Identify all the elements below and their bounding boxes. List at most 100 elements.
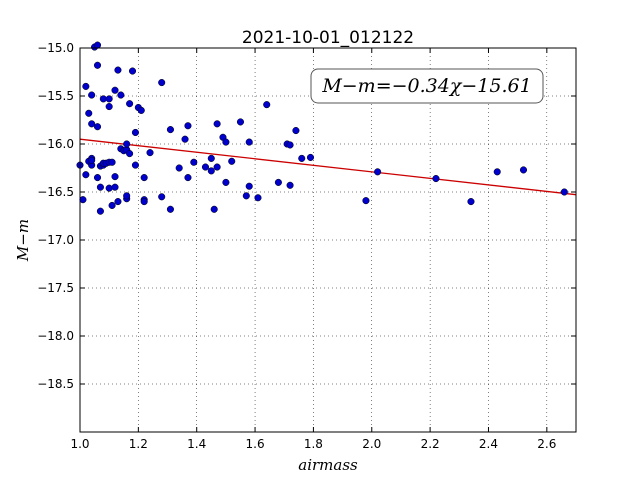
- data-point: [114, 198, 122, 206]
- data-point: [245, 182, 253, 190]
- y-tick-label: −17.0: [37, 233, 74, 247]
- data-point: [236, 118, 245, 126]
- data-point: [222, 178, 230, 186]
- y-tick-labels: −15.0 −15.5 −16.0 −16.5 −17.0 −17.5 −18.0 −18.5: [37, 41, 74, 391]
- y-axis-label: M−m: [14, 219, 32, 262]
- y-tick-label: −18.0: [37, 329, 74, 343]
- data-point: [175, 164, 183, 172]
- data-point: [114, 66, 122, 74]
- data-point: [213, 163, 221, 171]
- fit-line-layer: [79, 138, 577, 196]
- data-point: [274, 178, 282, 186]
- data-point: [126, 100, 134, 108]
- x-tick-label: 1.4: [187, 437, 206, 451]
- data-point: [190, 158, 198, 166]
- data-points: [76, 41, 568, 215]
- data-point: [93, 61, 102, 69]
- data-point: [111, 173, 119, 181]
- annotation-text: M−m=−0.34χ−15.61: [321, 75, 531, 97]
- y-tick-label: −17.5: [37, 281, 74, 295]
- data-point: [166, 205, 174, 213]
- data-point: [111, 86, 119, 94]
- x-tick-label: 2.0: [362, 437, 381, 451]
- data-point: [126, 150, 134, 158]
- data-point: [362, 197, 370, 205]
- data-point: [263, 101, 271, 109]
- data-point: [123, 140, 131, 148]
- data-point: [210, 205, 218, 213]
- data-point: [181, 135, 189, 143]
- data-point: [111, 183, 119, 191]
- data-point: [117, 91, 125, 99]
- data-point: [213, 120, 221, 128]
- y-tick-label: −15.5: [37, 89, 74, 103]
- data-point: [519, 166, 528, 174]
- data-point: [292, 127, 300, 135]
- data-point: [93, 123, 102, 131]
- x-tick-label: 2.6: [537, 437, 556, 451]
- data-point: [105, 103, 113, 111]
- y-tick-label: −15.0: [37, 41, 74, 55]
- data-point: [96, 183, 104, 191]
- data-point: [158, 79, 166, 87]
- data-point: [166, 126, 174, 134]
- data-point: [298, 154, 306, 162]
- data-point: [140, 174, 148, 182]
- data-point: [228, 157, 236, 165]
- data-point: [467, 198, 475, 206]
- data-point: [560, 188, 568, 196]
- data-point: [93, 41, 102, 49]
- data-point: [85, 109, 93, 117]
- x-axis-label: airmass: [298, 456, 358, 474]
- data-point: [184, 122, 192, 130]
- x-tick-label: 1.6: [246, 437, 265, 451]
- data-point: [82, 171, 90, 179]
- data-point: [128, 67, 137, 75]
- data-point: [105, 95, 113, 103]
- data-point: [158, 193, 166, 201]
- data-point: [123, 192, 131, 200]
- data-point: [140, 198, 148, 206]
- y-tick-label: −16.5: [37, 185, 74, 199]
- data-point: [146, 149, 154, 157]
- y-tick-label: −18.5: [37, 377, 74, 391]
- x-tick-labels: 1.0 1.2 1.4 1.6 1.8 2.0 2.2 2.4 2.6: [70, 437, 556, 451]
- x-tick-label: 2.4: [479, 437, 498, 451]
- data-point: [306, 153, 315, 161]
- data-point: [254, 194, 262, 202]
- x-tick-label: 2.2: [421, 437, 440, 451]
- equation-annotation: M−m=−0.34χ−15.61: [310, 68, 544, 104]
- y-tick-label: −16.0: [37, 137, 74, 151]
- data-point: [105, 184, 113, 192]
- fit-line: [79, 138, 577, 196]
- data-point: [493, 168, 501, 176]
- data-point: [131, 161, 139, 169]
- data-point: [88, 156, 96, 164]
- data-point: [201, 163, 210, 171]
- x-tick-label: 1.0: [70, 437, 89, 451]
- x-tick-label: 1.8: [304, 437, 323, 451]
- data-point: [374, 168, 382, 176]
- data-point: [96, 207, 104, 215]
- axis-ticks: [79, 47, 576, 432]
- chart-title: 2021-10-01_012122: [242, 28, 414, 48]
- data-point: [108, 158, 116, 166]
- data-point: [242, 192, 250, 200]
- data-point: [88, 120, 96, 128]
- x-tick-label: 1.2: [129, 437, 148, 451]
- data-point: [207, 167, 215, 175]
- data-point: [245, 138, 253, 146]
- grid-lines: [79, 47, 576, 432]
- data-point: [79, 196, 87, 204]
- data-point: [184, 174, 192, 182]
- data-point: [88, 91, 96, 99]
- data-point: [82, 82, 90, 90]
- data-point: [222, 138, 230, 146]
- data-point: [108, 201, 116, 209]
- data-point: [137, 106, 145, 114]
- data-point: [207, 154, 215, 162]
- annotation-box: [310, 68, 544, 104]
- data-point: [93, 174, 102, 182]
